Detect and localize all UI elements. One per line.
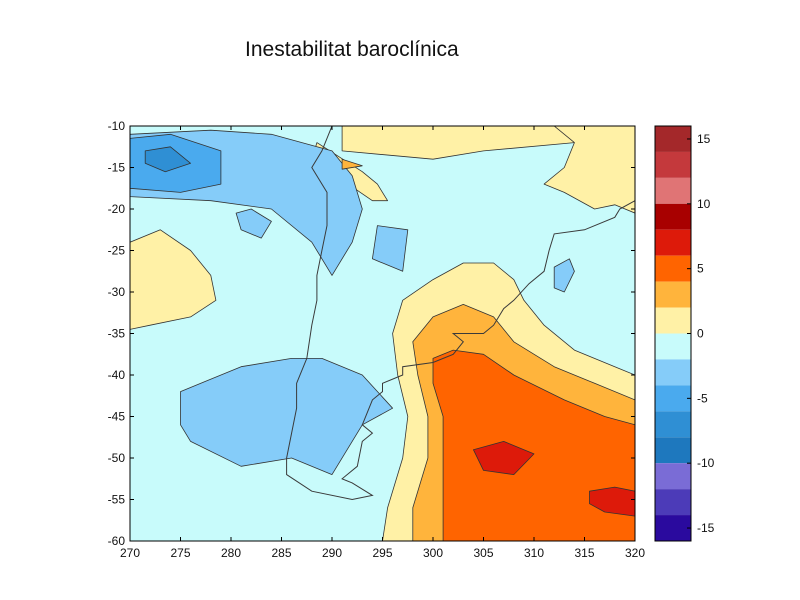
x-tick-label: 320 <box>625 546 645 560</box>
x-tick-label: 285 <box>271 546 291 560</box>
colorbar-band <box>655 307 691 334</box>
contour-region-15 <box>432 349 635 541</box>
y-tick-label: -45 <box>108 410 126 424</box>
x-tick-label: 305 <box>473 546 493 560</box>
colorbar-band <box>655 229 691 256</box>
colorbar-band <box>655 463 691 490</box>
colorbar-band <box>655 437 691 464</box>
colorbar-tick-label: -5 <box>697 391 708 405</box>
y-tick-label: -50 <box>108 451 126 465</box>
colorbar-band <box>655 281 691 308</box>
y-tick-label: -40 <box>108 368 126 382</box>
colorbar-band <box>655 489 691 516</box>
x-tick-label: 295 <box>372 546 392 560</box>
coastline-0 <box>286 126 635 501</box>
y-tick-label: -30 <box>108 285 126 299</box>
colorbar-tick-label: -10 <box>697 456 715 470</box>
colorbar-band <box>655 333 691 360</box>
colorbar-tick-label: 10 <box>697 197 711 211</box>
colorbar-band <box>655 126 691 152</box>
y-tick-label: -15 <box>108 161 126 175</box>
y-tick-label: -10 <box>108 119 126 133</box>
contour-region-8 <box>371 225 409 272</box>
x-tick-label: 270 <box>120 546 140 560</box>
x-tick-label: 310 <box>524 546 544 560</box>
colorbar-band <box>655 255 691 282</box>
colorbar-tick-label: 15 <box>697 132 711 146</box>
contour-region-10 <box>553 258 575 293</box>
colorbar-tick-label: 0 <box>697 327 704 341</box>
contour-region-14 <box>341 158 363 170</box>
colorbar-band <box>655 411 691 438</box>
colorbar-band <box>655 203 691 230</box>
y-tick-label: -35 <box>108 327 126 341</box>
x-tick-label: 300 <box>423 546 443 560</box>
y-tick-label: -20 <box>108 202 126 216</box>
colorbar-tick-label: -15 <box>697 521 715 535</box>
colorbar-band <box>655 177 691 204</box>
contour-regions <box>130 126 635 541</box>
contour-region-2 <box>543 126 635 214</box>
contour-region-17 <box>589 486 635 517</box>
x-tick-label: 290 <box>322 546 342 560</box>
colorbar-band <box>655 359 691 386</box>
y-axis: -10 -15 -20 -25 -30 -35 -40 -45 -50 -55 -60 <box>108 119 635 548</box>
colorbar-band <box>655 515 691 541</box>
contour-region-1 <box>341 126 575 160</box>
x-tick-label: 280 <box>221 546 241 560</box>
y-tick-label: -60 <box>108 534 126 548</box>
contour-region-3 <box>130 229 217 330</box>
contour-region-12 <box>144 146 192 173</box>
x-axis: 270 275 280 285 290 295 300 305 310 315 320 <box>120 126 645 560</box>
colorbar-tick-label: 5 <box>697 262 704 276</box>
x-tick-label: 315 <box>574 546 594 560</box>
y-tick-label: -55 <box>108 493 126 507</box>
x-tick-label: 275 <box>170 546 190 560</box>
colorbar: 15 10 5 0 -5 -10 -15 <box>654 125 715 542</box>
colorbar-band <box>655 385 691 412</box>
y-tick-label: -25 <box>108 244 126 258</box>
colorbar-band <box>655 151 691 178</box>
coastline <box>286 126 635 501</box>
chart-title: Inestabilitat baroclínica <box>245 38 459 61</box>
contour-region-16 <box>472 440 535 476</box>
contour-region-9 <box>235 208 272 239</box>
